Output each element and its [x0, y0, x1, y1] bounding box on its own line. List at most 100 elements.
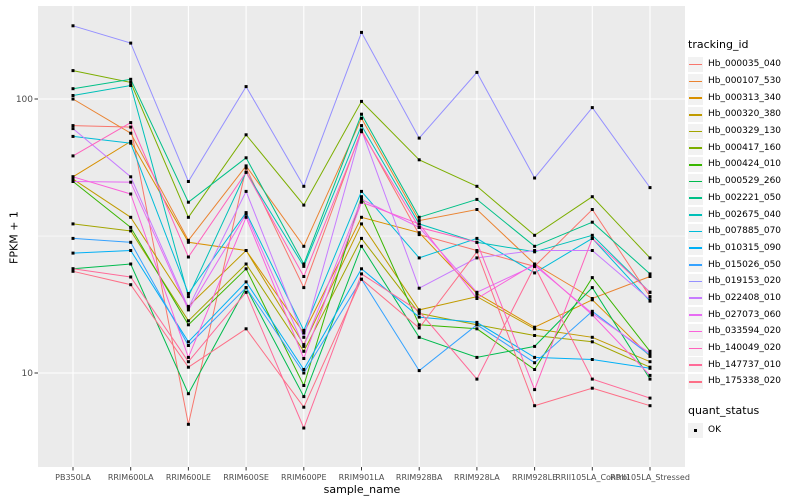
legend-item-label: OK	[708, 425, 721, 436]
legend-item-Hb_000424_010: Hb_000424_010	[688, 156, 800, 173]
data-point-Hb_000424_010	[533, 368, 537, 371]
data-point-Hb_007885_070	[533, 271, 537, 275]
data-point-Hb_002221_050	[186, 200, 190, 204]
data-point-Hb_022408_010	[648, 298, 652, 302]
data-point-Hb_022408_010	[475, 256, 479, 260]
data-point-Hb_140049_020	[244, 170, 248, 174]
data-point-Hb_027073_060	[475, 290, 479, 294]
data-point-Hb_015026_050	[533, 361, 537, 365]
legend-key-swatch	[688, 140, 703, 156]
legend-swatch-line	[689, 80, 702, 83]
data-point-Hb_000320_380	[533, 327, 537, 331]
x-axis-title: sample_name	[323, 483, 401, 496]
legend-item-Hb_147737_010: Hb_147737_010	[688, 356, 800, 373]
legend-item-Hb_000107_530: Hb_000107_530	[688, 73, 800, 90]
data-point-Hb_002221_050	[244, 156, 248, 160]
legend-key-swatch	[688, 223, 703, 239]
data-point-Hb_000320_380	[648, 360, 652, 364]
data-point-Hb_000417_160	[533, 233, 537, 237]
data-point-Hb_000529_260	[360, 244, 363, 248]
legend-key-swatch	[688, 373, 703, 389]
legend-item-label: Hb_027073_060	[708, 309, 782, 320]
y-axis-title: FPKM + 1	[7, 211, 21, 264]
legend-item-label: Hb_147737_010	[708, 359, 782, 370]
legend-swatch-line	[689, 113, 702, 116]
data-point-Hb_015026_050	[590, 309, 594, 313]
data-point-Hb_000329_130	[417, 311, 421, 315]
x-tick-label: RRIM928LE	[512, 473, 557, 482]
data-point-Hb_002221_050	[71, 87, 75, 91]
data-point-Hb_000529_260	[186, 392, 190, 396]
data-point-Hb_010315_090	[129, 249, 133, 252]
data-point-Hb_000424_010	[186, 323, 190, 327]
data-point-Hb_027073_060	[186, 308, 190, 312]
data-point-Hb_000107_530	[186, 238, 190, 242]
data-point-Hb_000313_340	[186, 240, 190, 244]
legend-key-swatch	[688, 422, 703, 438]
legend-key-swatch	[688, 307, 703, 323]
legend-key-swatch	[688, 290, 703, 306]
data-point-Hb_033594_020	[71, 175, 75, 179]
legend-item-label: Hb_000035_040	[708, 59, 782, 70]
data-point-Hb_015026_050	[186, 344, 190, 347]
data-point-Hb_033594_020	[186, 355, 190, 359]
legend-item-Hb_000417_160: Hb_000417_160	[688, 139, 800, 156]
data-point-Hb_000035_040	[71, 124, 75, 128]
data-point-Hb_000424_010	[302, 384, 306, 387]
data-point-Hb_000107_530	[475, 208, 479, 211]
data-point-Hb_010315_090	[648, 366, 652, 370]
data-point-Hb_033594_020	[360, 200, 363, 204]
data-point-Hb_000329_130	[129, 229, 133, 233]
data-point-Hb_000320_380	[475, 295, 479, 299]
legend-item-label: Hb_022408_010	[708, 292, 782, 303]
legend-item-label: Hb_010315_090	[708, 242, 782, 253]
data-point-Hb_000417_160	[475, 184, 479, 188]
data-point-Hb_147737_010	[533, 264, 537, 268]
x-tick-label: RRIM928BA	[396, 473, 443, 482]
legend-item-Hb_000529_260: Hb_000529_260	[688, 173, 800, 190]
legend-item-label: Hb_000529_260	[708, 176, 782, 187]
data-point-Hb_022408_010	[129, 175, 133, 179]
legend-item-label: Hb_015026_050	[708, 259, 782, 270]
data-point-Hb_000313_340	[360, 215, 363, 219]
data-point-Hb_000320_380	[71, 177, 75, 181]
data-point-Hb_000329_130	[186, 319, 190, 323]
data-point-Hb_010315_090	[186, 340, 190, 344]
data-point-Hb_019153_020	[244, 85, 248, 89]
data-point-Hb_033594_020	[244, 215, 248, 219]
data-point-Hb_140049_020	[302, 275, 306, 278]
data-point-Hb_002675_040	[186, 295, 190, 299]
x-tick-label: RRIM600LE	[166, 473, 211, 482]
legend-item-Hb_000320_380: Hb_000320_380	[688, 106, 800, 123]
data-point-Hb_007885_070	[129, 141, 133, 145]
legend-swatch-line	[689, 247, 702, 249]
data-point-Hb_027073_060	[129, 180, 133, 184]
data-point-Hb_175338_020	[71, 269, 75, 273]
data-point-Hb_033594_020	[129, 192, 133, 196]
data-point-Hb_000320_380	[360, 222, 363, 226]
data-point-Hb_000424_010	[129, 225, 133, 229]
legend-swatch-line	[689, 163, 702, 166]
data-point-Hb_022408_010	[186, 306, 190, 310]
data-point-Hb_033594_020	[648, 373, 652, 377]
x-tick-label: RRIM928LA	[454, 473, 500, 482]
data-point-Hb_000417_160	[417, 158, 421, 162]
legend-swatch-line	[689, 130, 702, 133]
data-point-Hb_000035_040	[417, 233, 421, 237]
data-point-Hb_147737_010	[648, 396, 652, 400]
data-point-Hb_147737_010	[71, 267, 75, 271]
data-point-Hb_140049_020	[590, 236, 594, 240]
data-point-Hb_019153_020	[129, 41, 133, 45]
data-point-Hb_002221_050	[475, 197, 479, 201]
data-point-Hb_000313_340	[417, 231, 421, 235]
data-point-Hb_175338_020	[533, 404, 537, 408]
data-point-Hb_007885_070	[302, 328, 306, 332]
legend-items-quant-status: OK	[688, 422, 800, 439]
data-point-Hb_000424_010	[417, 323, 421, 327]
data-point-Hb_000107_530	[244, 164, 248, 168]
data-point-Hb_027073_060	[71, 180, 75, 183]
legend-swatch-line	[689, 264, 702, 266]
legend-key-swatch	[688, 340, 703, 356]
